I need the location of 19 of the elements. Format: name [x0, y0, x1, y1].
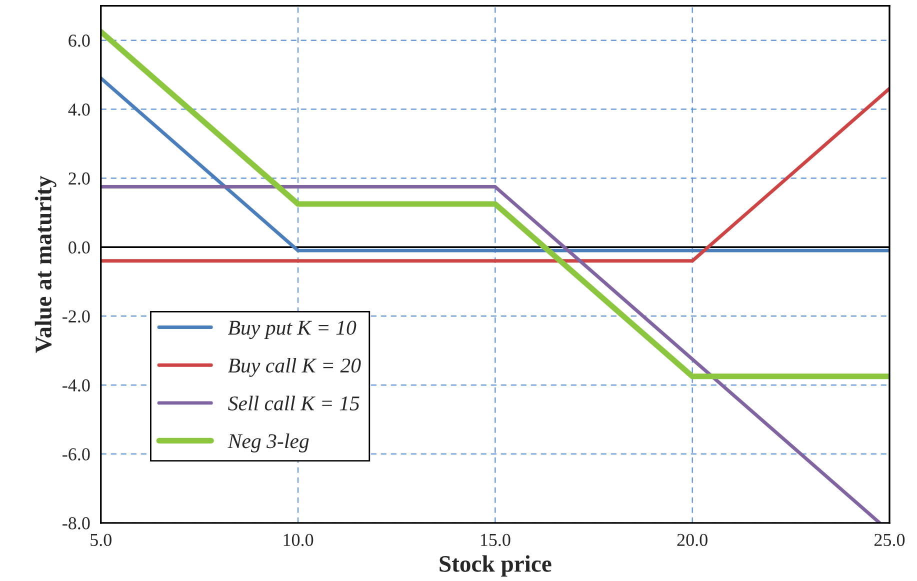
y-tick-label: -2.0 — [62, 310, 90, 323]
y-tick-label: 6.0 — [68, 34, 90, 47]
x-tick-label: 25.0 — [874, 534, 905, 546]
y-tick-label: -8.0 — [62, 517, 90, 530]
y-tick-label: 2.0 — [68, 172, 90, 185]
legend-label: Sell call K = 15 — [228, 396, 360, 410]
y-tick-label: 4.0 — [68, 103, 90, 116]
x-tick-label: 5.0 — [90, 534, 112, 546]
y-axis-title: Value at maturity — [34, 176, 56, 353]
legend-label: Neg 3-leg — [228, 434, 309, 452]
legend-label: Buy call K = 20 — [228, 358, 361, 377]
legend-label: Buy put K = 10 — [228, 320, 356, 340]
x-tick-label: 15.0 — [480, 534, 510, 546]
y-tick-label: 0.0 — [68, 241, 90, 254]
x-tick-label: 10.0 — [284, 534, 314, 546]
x-tick-label: 20.0 — [677, 534, 708, 546]
y-tick-label: -6.0 — [62, 448, 90, 460]
y-tick-label: -4.0 — [62, 379, 90, 392]
x-axis-title: Stock price — [440, 555, 552, 577]
